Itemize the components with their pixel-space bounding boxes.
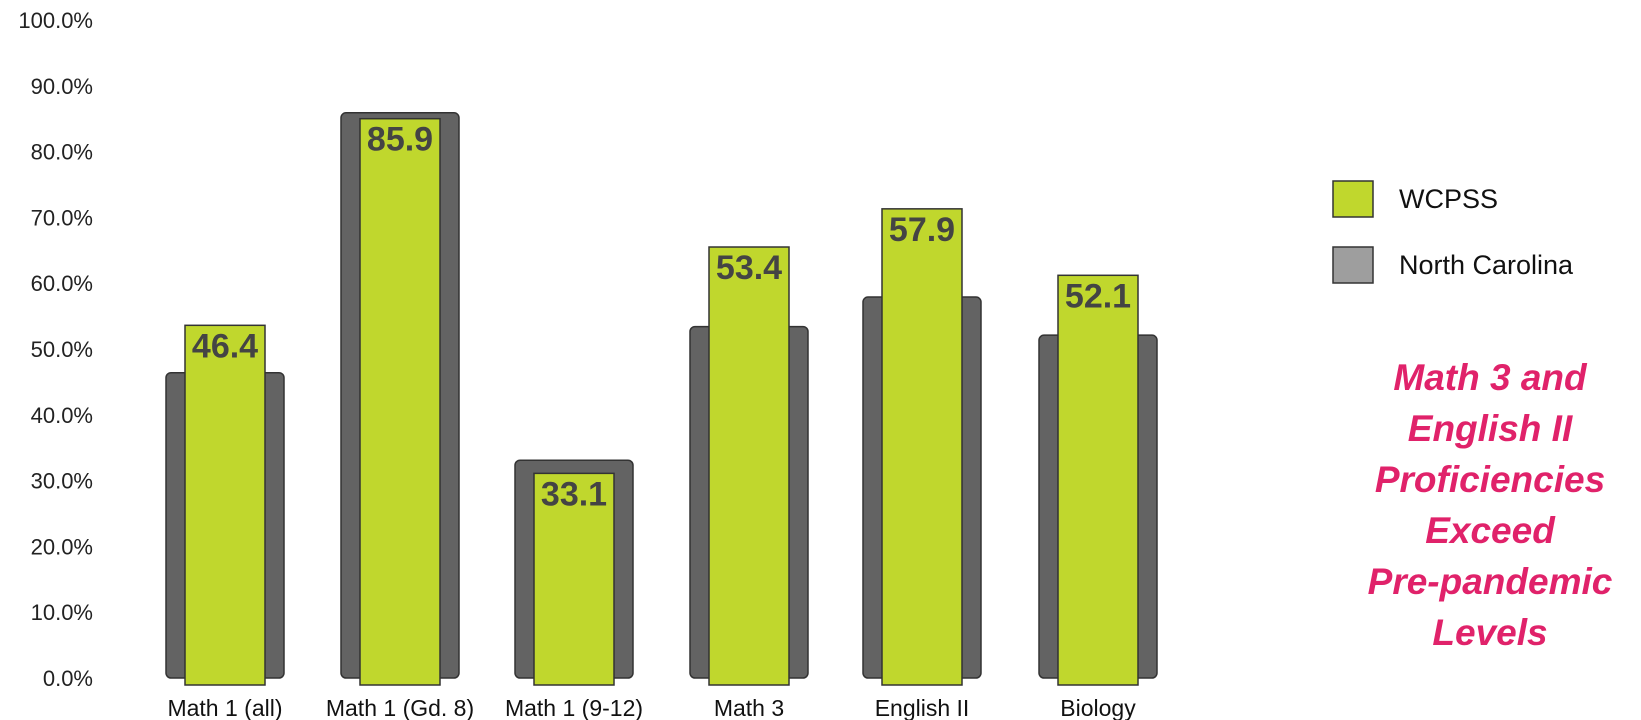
annotation-line: English II [1407, 408, 1573, 449]
value-label: 53.4 [716, 249, 782, 287]
wcpss-bar [881, 208, 963, 686]
north-carolina-bars [165, 112, 1158, 679]
value-labels: 46.4 85.9 33.1 53.4 57.9 52.1 [192, 121, 1131, 514]
chart-annotation: Math 3 and English II Proficiencies Exce… [1340, 352, 1640, 658]
value-label: 52.1 [1065, 277, 1131, 315]
y-tick-label: 30.0% [31, 469, 93, 494]
legend: WCPSS North Carolina [1332, 180, 1574, 284]
annotation-line: Pre-pandemic [1367, 561, 1613, 602]
wcpss-bar [184, 324, 266, 686]
wcpss-bar [359, 117, 441, 686]
value-label: 57.9 [889, 211, 955, 249]
y-tick-label: 80.0% [31, 140, 93, 165]
legend-swatch [1332, 180, 1374, 218]
y-tick-label: 100.0% [18, 8, 93, 33]
value-label: 33.1 [541, 475, 607, 513]
wcpss-bar [708, 246, 790, 686]
x-category-label: Biology [1060, 695, 1136, 720]
value-label: 46.4 [192, 327, 258, 365]
x-category-label: English II [875, 695, 970, 720]
x-category-label: Math 3 [714, 695, 784, 720]
y-tick-label: 70.0% [31, 205, 93, 230]
annotation-line: Math 3 and [1393, 357, 1587, 398]
x-axis: Math 1 (all) Math 1 (Gd. 8) Math 1 (9-12) M… [167, 695, 1136, 720]
legend-label: North Carolina [1399, 250, 1574, 280]
wcpss-bars [184, 117, 1139, 686]
annotation-line: Proficiencies [1374, 459, 1606, 500]
value-label: 85.9 [367, 121, 433, 159]
y-tick-label: 20.0% [31, 534, 93, 559]
legend-swatch [1332, 246, 1374, 284]
y-tick-label: 50.0% [31, 337, 93, 362]
y-axis: 0.0% 10.0% 20.0% 30.0% 40.0% 50.0% 60.0% 70.0% 8… [18, 8, 93, 691]
x-category-label: Math 1 (9-12) [505, 695, 643, 720]
y-tick-label: 40.0% [31, 403, 93, 428]
x-category-label: Math 1 (Gd. 8) [326, 695, 474, 720]
y-tick-label: 0.0% [43, 666, 93, 691]
y-tick-label: 60.0% [31, 271, 93, 296]
legend-label: WCPSS [1399, 184, 1498, 214]
annotation-line: Exceed [1425, 510, 1555, 551]
annotation-line: Levels [1432, 612, 1548, 653]
y-tick-label: 90.0% [31, 74, 93, 99]
y-tick-label: 10.0% [31, 600, 93, 625]
wcpss-bar [533, 472, 615, 686]
wcpss-bar [1057, 274, 1139, 686]
x-category-label: Math 1 (all) [167, 695, 282, 720]
